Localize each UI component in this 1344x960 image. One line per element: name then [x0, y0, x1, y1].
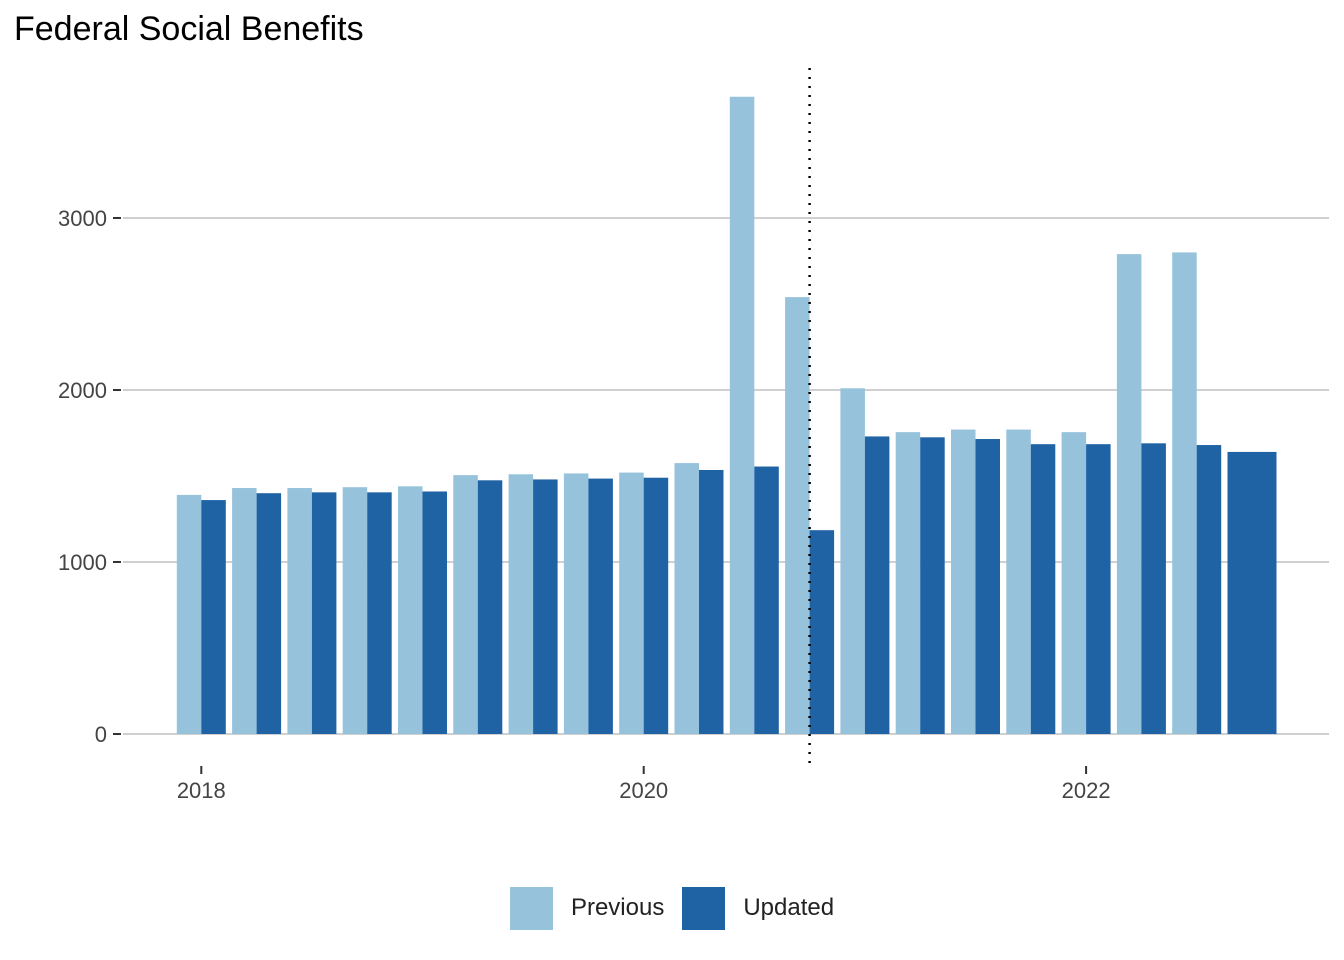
bar-previous: [508, 474, 534, 734]
legend-label-updated: Updated: [743, 894, 835, 921]
chart-title: Federal Social Benefits: [14, 10, 364, 48]
bar-updated: [754, 466, 779, 734]
bar-updated: [1086, 444, 1111, 734]
bar-previous: [1006, 429, 1031, 734]
legend-item-previous: Previous: [509, 886, 665, 930]
bar-previous: [1116, 254, 1142, 734]
x-tick-label: 2020: [619, 778, 668, 803]
bar-updated: [367, 492, 392, 734]
legend-swatch-updated: [682, 886, 726, 930]
bar-updated: [1030, 444, 1056, 734]
bar-previous: [563, 473, 589, 734]
bar-previous: [232, 488, 257, 734]
bar-updated: [699, 469, 724, 734]
bar-previous: [619, 472, 644, 734]
bar-updated: [477, 480, 503, 734]
bar-previous: [951, 429, 976, 734]
x-tick-label: 2022: [1062, 778, 1111, 803]
bar-updated: [1227, 451, 1277, 734]
bar-previous: [895, 432, 921, 734]
bar-previous: [287, 488, 312, 734]
bar-previous: [398, 486, 423, 734]
bar-previous: [785, 297, 810, 734]
bar-previous: [840, 388, 865, 734]
bar-updated: [920, 437, 945, 734]
bar-updated: [311, 492, 337, 734]
bar-updated: [201, 500, 226, 734]
bar-chart: 0 1000 2000 3000 2018 2020 2022: [58, 68, 1329, 803]
y-tick-label: 0: [95, 722, 107, 747]
bar-previous: [176, 494, 202, 734]
bar-updated: [1141, 443, 1166, 734]
legend: Previous Updated: [0, 885, 1344, 931]
bar-updated: [533, 479, 558, 734]
legend-swatch-previous: [509, 886, 553, 930]
bar-updated: [643, 477, 669, 734]
bar-updated: [864, 436, 890, 734]
legend-item-updated: Updated: [682, 886, 835, 930]
y-tick-label: 1000: [58, 550, 107, 575]
bar-updated: [975, 439, 1000, 734]
bars-layer: [176, 96, 1277, 735]
bar-updated: [588, 478, 613, 734]
legend-label-previous: Previous: [570, 894, 665, 921]
bar-previous: [729, 96, 755, 735]
bar-previous: [1172, 252, 1197, 734]
y-tick-label: 2000: [58, 378, 107, 403]
bar-previous: [1061, 432, 1087, 734]
bar-updated: [809, 530, 835, 734]
x-tick-label: 2018: [177, 778, 226, 803]
bar-previous: [674, 463, 699, 734]
bar-updated: [422, 491, 447, 734]
y-tick-label: 3000: [58, 206, 107, 231]
axis-layer: 0 1000 2000 3000 2018 2020 2022: [58, 206, 1111, 803]
bar-updated: [256, 493, 282, 734]
bar-previous: [342, 487, 368, 734]
bar-updated: [1196, 445, 1222, 734]
bar-previous: [453, 475, 478, 734]
